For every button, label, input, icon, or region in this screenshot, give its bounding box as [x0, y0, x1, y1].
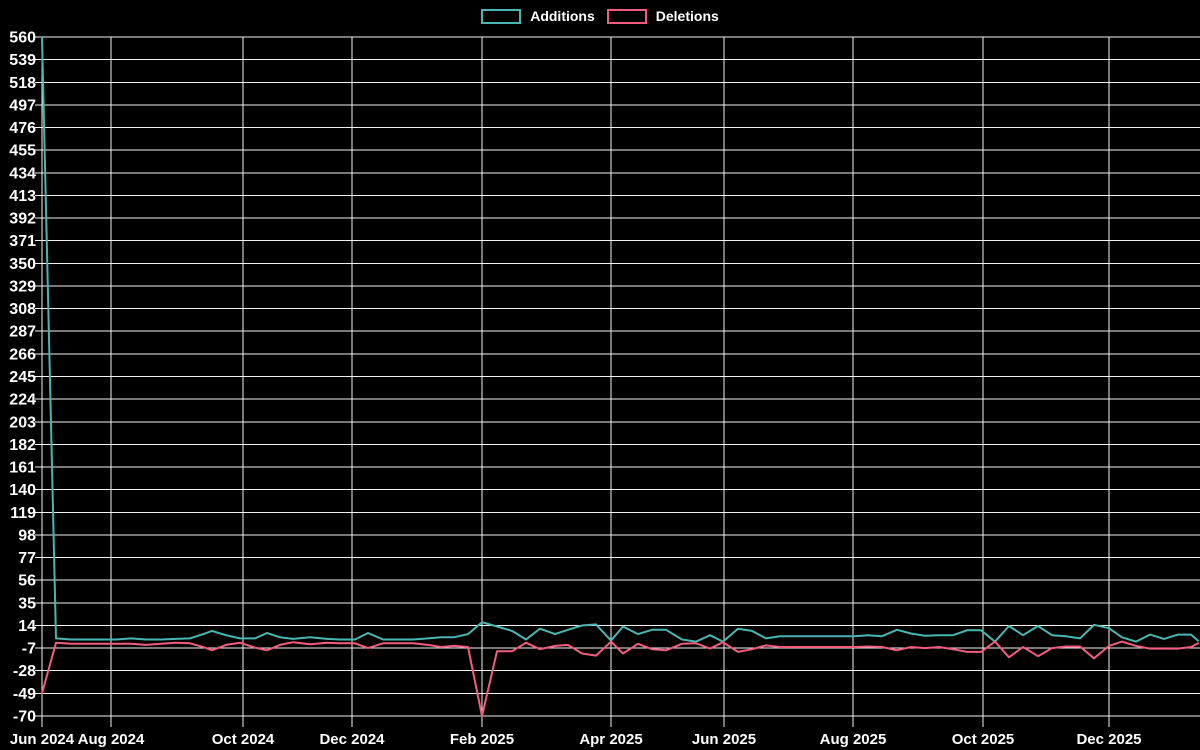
y-tick-label: 539 [9, 52, 36, 69]
y-tick-label: 287 [9, 324, 36, 341]
y-tick-label: 182 [9, 437, 36, 454]
y-tick-label: 161 [9, 460, 36, 477]
y-tick-label: 98 [18, 527, 36, 544]
additions-legend-label: Additions [530, 8, 595, 24]
y-tick-label: 371 [9, 233, 36, 250]
x-tick-label: Oct 2025 [952, 731, 1015, 748]
y-tick-label: 308 [9, 301, 36, 318]
y-tick-label: 56 [18, 573, 36, 590]
x-tick-label: Dec 2024 [319, 731, 385, 748]
x-tick-label: Jun 2024 [10, 731, 75, 748]
y-axis-labels: 560 539 518 497 476 455 434 413 392 371 350 329 308 2… [9, 30, 36, 726]
x-tick-label: Aug 2025 [820, 731, 887, 748]
chart-legend: Additions Deletions [0, 8, 1200, 25]
additions-legend-swatch-icon [481, 9, 522, 24]
y-tick-label: 518 [9, 75, 36, 92]
y-tick-label: 455 [9, 143, 36, 160]
deletions-legend-label: Deletions [655, 8, 719, 24]
x-tick-label: Feb 2025 [450, 731, 514, 748]
y-tick-label: 119 [10, 505, 36, 522]
deletions-line [41, 640, 1199, 717]
y-tick-label: -7 [22, 641, 36, 658]
y-tick-label: -28 [13, 663, 36, 680]
x-tick-label: Dec 2025 [1076, 731, 1141, 748]
y-tick-label: 560 [9, 30, 36, 47]
gridlines [35, 36, 1200, 727]
y-tick-label: 224 [9, 392, 36, 409]
x-tick-label: Jun 2025 [692, 731, 756, 748]
y-tick-label: 35 [18, 595, 36, 612]
y-tick-label: 203 [9, 414, 36, 431]
y-tick-label: 497 [9, 97, 36, 114]
x-axis-labels: Jun 2024 Aug 2024 Oct 2024 Dec 2024 Feb 2025… [10, 731, 1142, 748]
y-tick-label: 329 [9, 278, 36, 295]
additions-line [41, 36, 1199, 643]
legend-item-additions[interactable]: Additions [481, 8, 595, 25]
y-tick-label: 392 [9, 211, 36, 228]
y-tick-label: 140 [9, 482, 36, 499]
x-tick-label: Aug 2024 [78, 731, 145, 748]
legend-item-deletions[interactable]: Deletions [606, 8, 719, 25]
x-tick-label: Apr 2025 [579, 731, 642, 748]
y-tick-label: 434 [9, 165, 36, 182]
y-tick-label: 476 [9, 120, 36, 137]
y-tick-label: -70 [13, 709, 36, 726]
y-tick-label: 14 [18, 618, 36, 635]
deletions-legend-swatch-icon [606, 9, 647, 24]
y-tick-label: 413 [9, 188, 36, 205]
y-tick-label: 245 [9, 369, 36, 386]
y-tick-label: 350 [9, 256, 36, 273]
y-tick-label: -49 [13, 686, 36, 703]
y-tick-label: 266 [9, 346, 36, 363]
y-tick-label: 77 [18, 550, 36, 567]
x-tick-label: Oct 2024 [212, 731, 275, 748]
